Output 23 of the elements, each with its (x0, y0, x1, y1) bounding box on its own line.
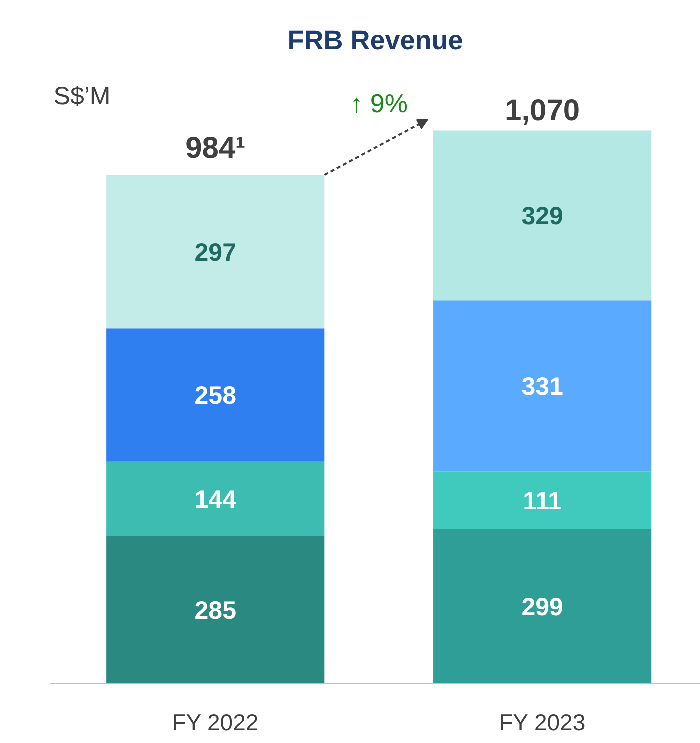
data-label: 297 (194, 238, 236, 267)
data-label: 144 (194, 486, 237, 514)
data-label: 258 (194, 382, 237, 410)
bar (434, 529, 652, 684)
data-label: 285 (194, 596, 237, 625)
bar (434, 472, 652, 530)
bar (106, 536, 325, 684)
y-axis-title: S$’M (54, 82, 111, 111)
data-label: 299 (522, 593, 564, 622)
chart-title: FRB Revenue (288, 26, 464, 56)
bar (434, 300, 652, 472)
bar (106, 175, 325, 329)
data-label: 331 (522, 373, 564, 402)
text: ↑ 9% (350, 88, 408, 119)
data-label: 329 (522, 202, 564, 231)
bar (106, 462, 325, 536)
bar (106, 328, 325, 462)
x-tick-label: FY 2023 (499, 710, 586, 736)
total-label: 1,070 (505, 94, 580, 128)
x-tick-label: FY 2022 (172, 710, 259, 736)
bar (434, 130, 652, 301)
total-label: 984¹ (186, 132, 246, 166)
data-label: 111 (523, 487, 562, 516)
